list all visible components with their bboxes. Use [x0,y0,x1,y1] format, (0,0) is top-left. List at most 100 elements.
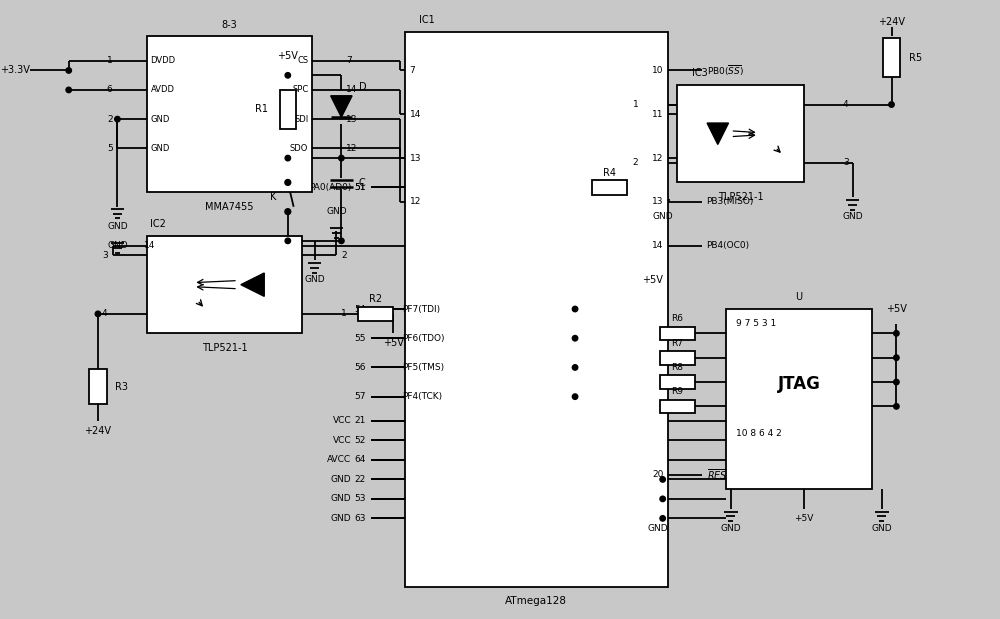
Text: +5V: +5V [794,514,814,523]
Text: GND: GND [330,495,351,503]
Text: 5: 5 [107,144,113,153]
Text: 4: 4 [102,310,108,318]
Text: PF7(TDI): PF7(TDI) [402,305,440,313]
Text: 56: 56 [354,363,366,372]
Polygon shape [331,96,352,117]
Text: 10: 10 [652,66,664,75]
Polygon shape [707,123,729,144]
Text: 3: 3 [843,158,849,168]
Text: +24V: +24V [878,17,905,27]
Text: 7: 7 [410,66,415,75]
Text: GND: GND [107,222,128,231]
Text: 12: 12 [652,154,664,163]
Bar [660,327,695,340]
Text: 22: 22 [354,475,366,484]
Text: R3: R3 [115,382,128,392]
Text: 6: 6 [107,85,113,95]
Circle shape [285,72,291,78]
Bar [592,180,627,194]
Text: 52: 52 [354,436,366,445]
Text: MMA7455: MMA7455 [205,202,254,212]
Text: IC3: IC3 [692,68,708,79]
Text: +5V: +5V [277,51,298,61]
Text: 54: 54 [354,305,366,313]
Text: 1: 1 [633,100,638,109]
Text: PB1(SCK): PB1(SCK) [707,110,749,119]
Text: SPC: SPC [292,85,308,95]
Text: SDO: SDO [290,144,308,153]
Bar [89,370,107,404]
Text: 10 8 6 4 2: 10 8 6 4 2 [736,429,781,438]
Text: +24V: +24V [84,426,111,436]
Circle shape [894,355,899,360]
Text: +3.3V: +3.3V [0,66,30,76]
Text: 2: 2 [341,251,347,260]
Circle shape [572,335,578,341]
Text: 51: 51 [354,183,366,192]
Text: ATmega128: ATmega128 [505,596,567,606]
Text: 7: 7 [346,56,352,65]
Text: SDI: SDI [294,115,308,124]
Text: 9 7 5 3 1: 9 7 5 3 1 [736,319,776,328]
Circle shape [894,331,899,336]
Text: PA0(AD0): PA0(AD0) [309,183,351,192]
Text: D: D [359,82,367,92]
Text: R6: R6 [671,314,683,323]
Text: GND: GND [842,212,863,221]
Bar [883,38,900,77]
Text: C: C [359,178,366,188]
Text: 2: 2 [633,158,638,168]
Circle shape [894,404,899,409]
Text: 11: 11 [652,110,664,119]
Text: 21: 21 [354,417,366,425]
Text: GND: GND [721,524,741,532]
Text: CS: CS [297,56,308,65]
Circle shape [285,155,291,161]
Text: AVCC: AVCC [327,456,351,464]
Text: VCC: VCC [332,436,351,445]
Text: PF5(TMS): PF5(TMS) [402,363,444,372]
Text: GND: GND [871,524,892,532]
Text: 13: 13 [410,154,421,163]
Text: PB0($\overline{SS}$): PB0($\overline{SS}$) [707,63,744,77]
Circle shape [95,311,101,316]
Text: R4: R4 [603,168,616,178]
Text: 4: 4 [843,100,848,109]
Text: 8-3: 8-3 [222,20,237,30]
Text: R5: R5 [909,53,922,63]
Text: 13: 13 [652,197,664,206]
Text: 14: 14 [652,241,664,250]
Text: GND: GND [151,144,170,153]
Circle shape [339,155,344,161]
Text: U: U [795,292,803,302]
Bar [280,90,296,129]
Text: 57: 57 [354,392,366,401]
Circle shape [894,379,899,385]
Text: K: K [270,192,276,202]
Text: 14: 14 [144,241,155,250]
Text: 55: 55 [354,334,366,343]
Text: JTAG: JTAG [778,376,820,394]
Text: 14: 14 [410,110,421,119]
Circle shape [285,209,291,215]
Circle shape [66,87,71,93]
Circle shape [660,516,665,521]
Text: 53: 53 [354,495,366,503]
Circle shape [285,238,291,244]
Bar [358,306,393,321]
Text: 13: 13 [346,115,358,124]
Text: GND: GND [330,514,351,523]
Circle shape [572,365,578,370]
Text: PF4(TCK): PF4(TCK) [402,392,442,401]
Polygon shape [241,273,264,297]
Text: 1: 1 [107,56,113,65]
Text: +5V: +5V [643,275,663,285]
Text: 64: 64 [354,456,366,464]
Bar [660,375,695,389]
Text: 12: 12 [410,197,421,206]
Circle shape [339,238,344,244]
Text: 14: 14 [346,85,358,95]
Text: R1: R1 [255,105,268,115]
Text: R9: R9 [671,387,683,396]
Bar [660,400,695,413]
